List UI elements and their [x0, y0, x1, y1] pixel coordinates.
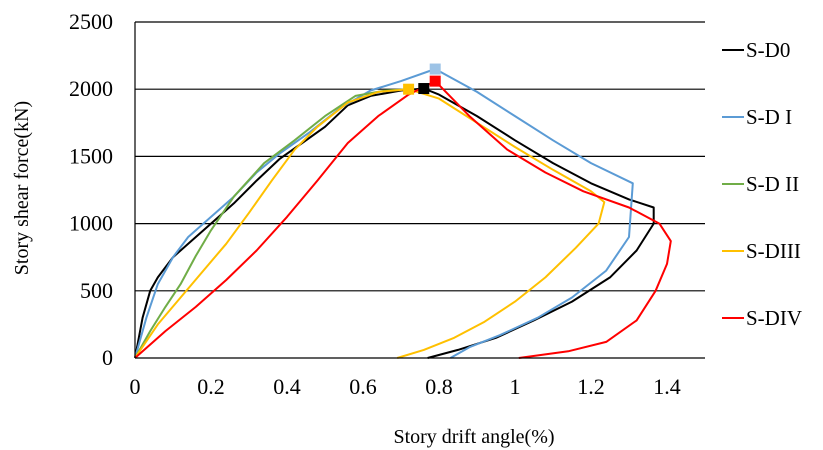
x-tick-label: 0.6	[349, 374, 377, 399]
y-axis-title: Story shear force(kN)	[11, 101, 33, 275]
series-line-2	[134, 88, 409, 359]
x-axis-title: Story drift angle(%)	[393, 426, 554, 448]
legend-label-2: S-D II	[746, 172, 799, 196]
y-tick-label: 1500	[69, 143, 113, 168]
axes	[134, 22, 705, 359]
x-tick-label: 0.4	[273, 374, 301, 399]
peak-marker-1	[429, 63, 441, 75]
x-tick-label: 0.2	[197, 374, 225, 399]
y-tick-label: 500	[80, 278, 113, 303]
y-tick-label: 2000	[69, 76, 113, 101]
x-tick-label: 0.8	[425, 374, 453, 399]
tick-labels: 0 500 1000 1500 2000 2500 0 0.2 0.4 0.6 0.8 1 1.2 1.4	[69, 9, 681, 399]
y-tick-label: 0	[102, 345, 113, 370]
x-tick-label: 0	[130, 374, 141, 399]
legend-label-3: S-DIII	[746, 239, 801, 263]
legend: S-D0 S-D I S-D II S-DIII S-DIV	[722, 38, 802, 330]
series-layer	[134, 68, 672, 359]
x-tick-label: 1.2	[577, 374, 605, 399]
x-tick-label: 1	[510, 374, 521, 399]
legend-label-1: S-D I	[746, 105, 792, 129]
series-line-3	[134, 88, 606, 359]
series-line-4	[134, 80, 672, 359]
y-tick-label: 1000	[69, 211, 113, 236]
series-line-1	[134, 68, 634, 359]
peak-markers	[403, 63, 441, 95]
peak-marker-3	[403, 83, 415, 95]
peak-marker-4	[429, 75, 441, 87]
y-tick-label: 2500	[69, 9, 113, 34]
legend-label-4: S-DIV	[746, 306, 802, 330]
peak-marker-0	[418, 83, 430, 95]
grid	[135, 21, 705, 292]
x-tick-label: 1.4	[653, 374, 681, 399]
legend-label-0: S-D0	[746, 38, 790, 62]
